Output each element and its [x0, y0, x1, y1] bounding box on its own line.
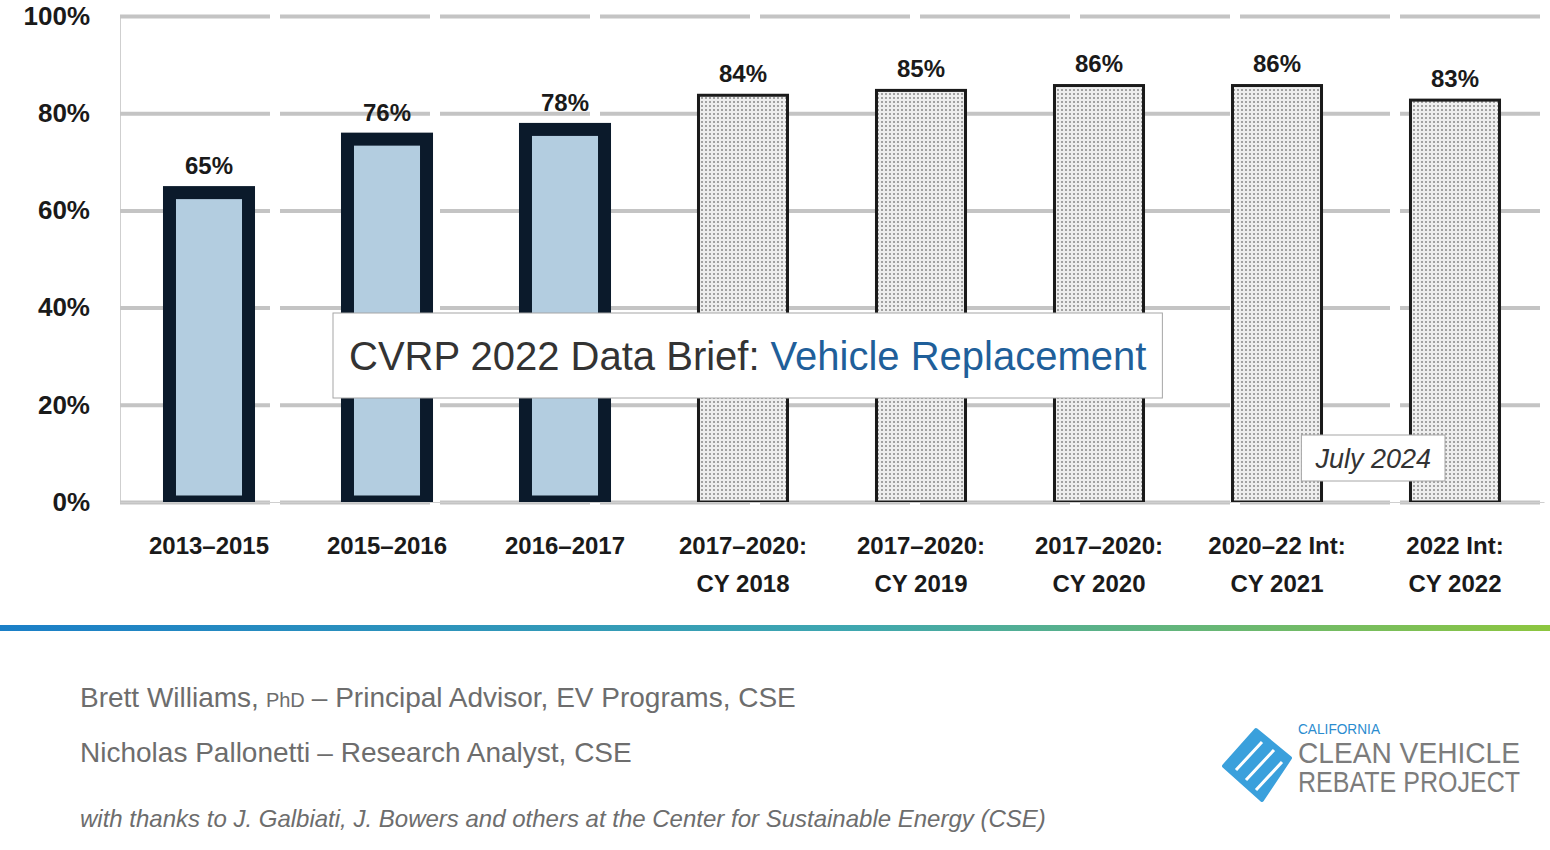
bar [698, 95, 787, 502]
author-role: – Principal Advisor, EV Programs, CSE [312, 682, 796, 713]
data-label: 86% [1253, 50, 1301, 77]
chart: 0% 20% 40% 60% 80% 100% 65% 76% 78% 84% 85% 86% 86% 8… [0, 0, 1550, 850]
x-tick-label: 2020–22 Int:CY 2021 [1208, 532, 1345, 597]
bar [876, 90, 965, 502]
author-name: Brett Williams, [80, 682, 259, 713]
annotation-frame [1301, 435, 1445, 481]
x-tick: 2017–2020:CY 2018 [679, 532, 807, 597]
grid-line [120, 403, 1540, 407]
data-label: 84% [719, 60, 767, 87]
grid-line [120, 112, 1540, 116]
x-tick: 2017–2020:CY 2020 [1035, 532, 1163, 597]
footer: Brett Williams, PhD – Principal Advisor, E… [80, 682, 1046, 832]
x-tick-label: 2013–2015 [149, 532, 269, 559]
author-name: Nicholas Pallonetti [80, 737, 310, 768]
author: Nicholas Pallonetti– Research Analyst, C… [80, 737, 632, 768]
thanks: with thanks to J. Galbiati, J. Bowers an… [80, 805, 1046, 832]
x-tick-label: 2017–2020:CY 2019 [857, 532, 985, 597]
data-label: 86% [1075, 50, 1123, 77]
y-tick-label: 0% [52, 487, 90, 517]
data-label: 83% [1431, 65, 1479, 92]
author: Brett Williams, PhD – Principal Advisor, E… [80, 682, 796, 713]
grid-line [120, 306, 1540, 310]
y-axis: 0% 20% 40% 60% 80% 100% [24, 1, 1541, 517]
x-tick: 2016–2017 [505, 532, 625, 559]
x-axis: 2013–2015 2015–2016 2016–2017 2017–2020:CY … [121, 503, 1545, 598]
data-label: 85% [897, 55, 945, 82]
y-axis-line [120, 17, 121, 503]
y-tick-label: 100% [24, 1, 91, 31]
x-tick-label: 2017–2020:CY 2020 [1035, 532, 1163, 597]
bar [169, 193, 248, 502]
data-labels: 65% 76% 78% 84% 85% 86% 86% 83% [185, 50, 1479, 179]
title-box: CVRP 2022 Data Brief:Vehicle Replacement [333, 313, 1162, 398]
data-label: 78% [541, 89, 589, 116]
x-tick: 2022 Int:CY 2022 [1406, 532, 1503, 597]
x-tick: 2013–2015 [149, 532, 269, 559]
x-tick: 2020–22 Int:CY 2021 [1208, 532, 1345, 597]
subtitle: Vehicle Replacement [771, 334, 1147, 378]
logo-icon-stripes [1236, 742, 1282, 790]
author-role: – Research Analyst, CSE [317, 737, 631, 768]
x-tick: 2017–2020:CY 2019 [857, 532, 985, 597]
x-tick-label: 2016–2017 [505, 532, 625, 559]
annotation-text: July 2024 [1314, 444, 1431, 474]
bars [169, 86, 1499, 502]
x-tick-label: 2017–2020:CY 2018 [679, 532, 807, 597]
logo: CALIFORNIACLEAN VEHICLEREBATE PROJECT [1224, 721, 1520, 800]
x-tick-label: 2022 Int:CY 2022 [1406, 532, 1503, 597]
y-tick: 100% [24, 1, 1541, 31]
x-tick: 2015–2016 [327, 532, 447, 559]
author-degree: PhD [266, 689, 305, 711]
x-axis-line [121, 502, 1545, 503]
grid-line [120, 209, 1540, 213]
y-tick-label: 60% [38, 195, 90, 225]
logo-text: REBATE PROJECT [1298, 765, 1520, 798]
divider [0, 625, 1550, 631]
y-tick-label: 80% [38, 98, 90, 128]
title-frame [333, 313, 1162, 398]
logo-icon [1224, 730, 1290, 800]
bar [1054, 86, 1143, 502]
y-tick-label: 20% [38, 390, 90, 420]
data-label: 65% [185, 152, 233, 179]
logo-text: CALIFORNIA [1298, 721, 1381, 737]
title-main: CVRP 2022 Data Brief: [349, 334, 760, 378]
annotation: July 2024 [1301, 435, 1445, 481]
grid-line [120, 15, 1540, 19]
title: CVRP 2022 Data Brief:Vehicle Replacement [349, 334, 1146, 378]
x-tick-label: 2015–2016 [327, 532, 447, 559]
y-tick-label: 40% [38, 292, 90, 322]
data-label: 76% [363, 99, 411, 126]
